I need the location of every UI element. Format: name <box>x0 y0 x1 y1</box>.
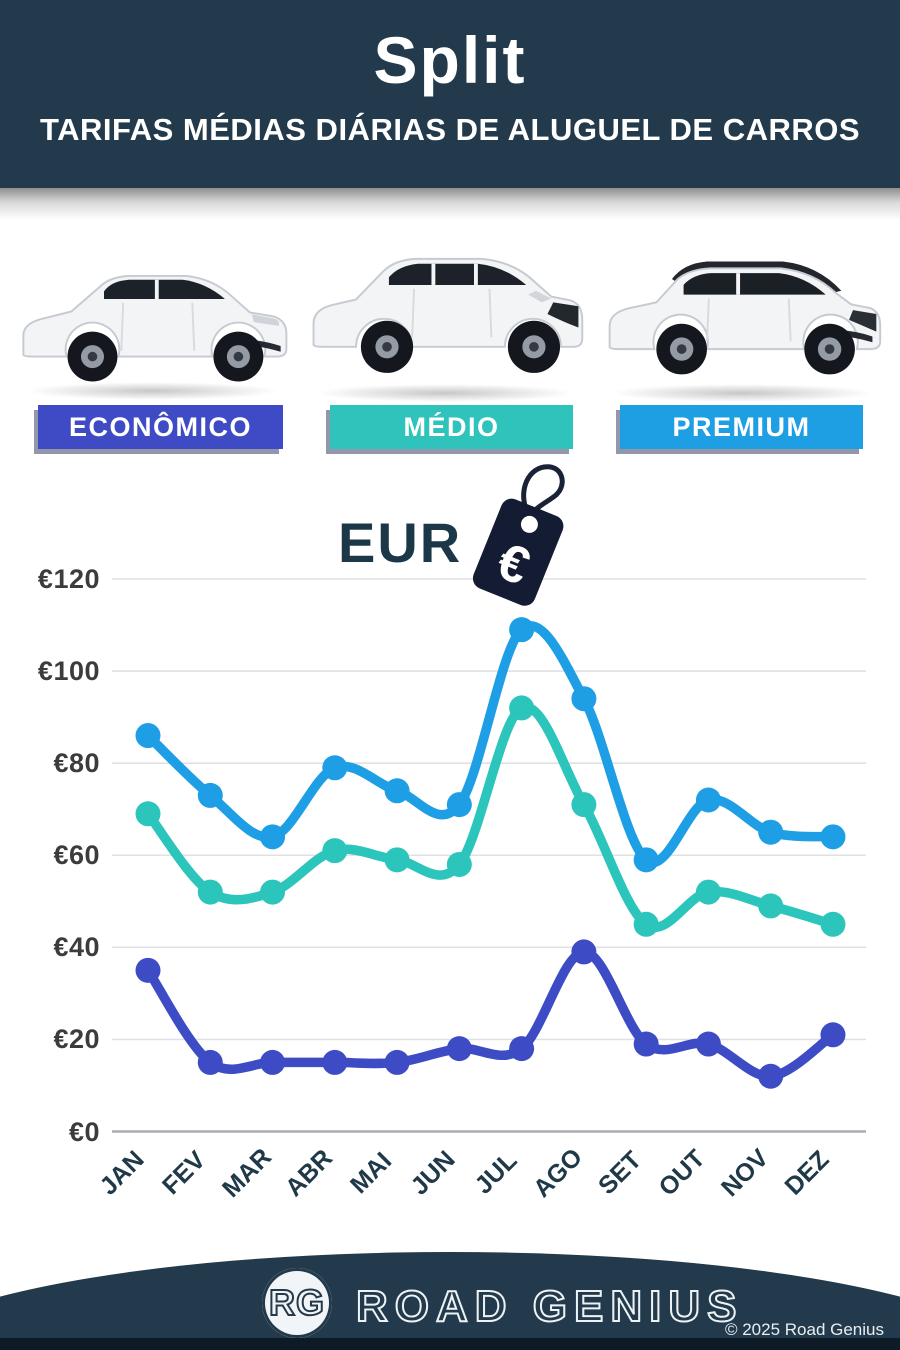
data-point-médio <box>571 792 597 818</box>
data-point-econômico <box>260 1049 286 1075</box>
data-point-premium <box>758 819 784 845</box>
y-axis-tick-label: €60 <box>53 840 100 871</box>
data-point-econômico <box>197 1049 223 1075</box>
series-line-médio <box>143 702 838 932</box>
header-shadow-strip <box>0 188 900 220</box>
data-point-premium <box>820 824 846 850</box>
data-point-premium <box>509 617 535 643</box>
economy-car-image <box>22 275 288 382</box>
y-axis-tick-label: €120 <box>37 563 100 594</box>
data-point-econômico <box>509 1036 535 1062</box>
rg-logo-badge: RG <box>262 1268 332 1338</box>
economy-car-shadow <box>25 382 280 400</box>
y-axis-tick-label: €100 <box>37 656 100 687</box>
category-label-economico: ECONÔMICO <box>38 405 283 449</box>
data-point-médio <box>260 879 286 905</box>
data-point-premium <box>384 778 410 804</box>
series-line-premium <box>143 621 838 868</box>
data-point-médio <box>509 695 535 721</box>
premium-suv-car-image <box>608 261 882 375</box>
price-tag-euro-icon: € <box>472 464 565 606</box>
header: Split TARIFAS MÉDIAS DIÁRIAS DE ALUGUEL … <box>0 0 900 188</box>
data-point-premium <box>695 787 721 813</box>
series-line-econômico <box>143 947 838 1081</box>
brand-name: ROAD GENIUS <box>355 1281 744 1332</box>
data-point-econômico <box>322 1049 348 1075</box>
data-point-econômico <box>446 1036 472 1062</box>
data-point-econômico <box>633 1031 659 1057</box>
data-point-premium <box>633 847 659 873</box>
data-point-premium <box>260 824 286 850</box>
data-point-médio <box>197 879 223 905</box>
data-point-premium <box>571 686 597 712</box>
data-point-econômico <box>695 1031 721 1057</box>
page-subtitle: TARIFAS MÉDIAS DIÁRIAS DE ALUGUEL DE CAR… <box>39 112 861 147</box>
data-point-médio <box>446 851 472 877</box>
data-point-econômico <box>758 1063 784 1089</box>
data-point-médio <box>322 838 348 864</box>
data-point-premium <box>322 755 348 781</box>
page-title: Split <box>373 23 527 97</box>
data-point-médio <box>758 893 784 919</box>
data-point-premium <box>197 782 223 808</box>
mid-car-shadow <box>315 384 575 402</box>
y-axis-tick-label: €80 <box>53 748 100 779</box>
data-point-econômico <box>820 1022 846 1048</box>
mid-suv-car-image <box>312 257 584 373</box>
premium-car-shadow <box>610 384 875 402</box>
y-axis-tick-label: €0 <box>68 1116 100 1147</box>
data-point-médio <box>820 911 846 937</box>
y-axis-tick-label: €40 <box>53 932 100 963</box>
data-point-premium <box>135 723 161 749</box>
category-label-medio: MÉDIO <box>330 405 573 449</box>
data-point-econômico <box>571 939 597 965</box>
footer <box>0 1252 900 1350</box>
data-point-premium <box>446 792 472 818</box>
chart-currency-title: EUR <box>338 511 463 574</box>
category-label-premium: PREMIUM <box>620 405 863 449</box>
footer-bottom-strip <box>0 1338 900 1350</box>
data-point-médio <box>384 847 410 873</box>
data-point-econômico <box>135 957 161 983</box>
data-point-econômico <box>384 1049 410 1075</box>
data-point-médio <box>695 879 721 905</box>
y-axis-tick-label: €20 <box>53 1024 100 1055</box>
data-point-médio <box>633 911 659 937</box>
data-point-médio <box>135 801 161 827</box>
copyright-text: © 2025 Road Genius <box>724 1320 884 1339</box>
